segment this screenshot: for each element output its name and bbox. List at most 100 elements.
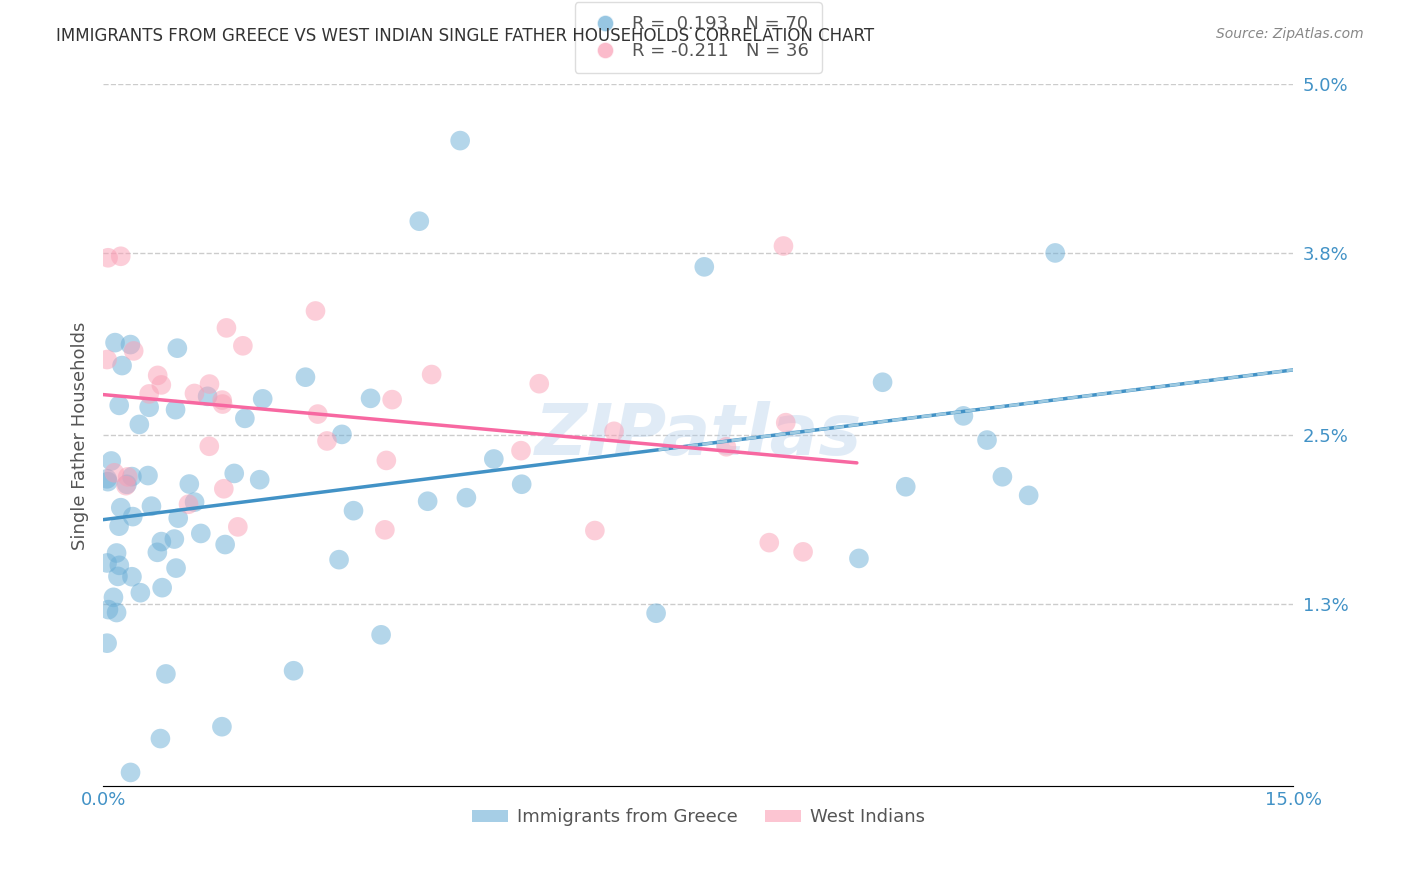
Immigrants from Greece <box>108 558 131 573</box>
West Indians <box>529 376 551 391</box>
Immigrants from Greece <box>166 341 188 355</box>
Immigrants from Greece <box>233 411 256 425</box>
Immigrants from Greece <box>110 500 132 515</box>
Immigrants from Greece <box>894 480 917 494</box>
Immigrants from Greece <box>105 606 128 620</box>
West Indians <box>215 321 238 335</box>
West Indians <box>232 339 254 353</box>
Immigrants from Greece <box>103 591 125 605</box>
West Indians <box>772 239 794 253</box>
Immigrants from Greece <box>456 491 478 505</box>
West Indians <box>97 251 120 265</box>
Immigrants from Greece <box>150 581 173 595</box>
West Indians <box>103 466 125 480</box>
Immigrants from Greece <box>976 433 998 447</box>
Text: ZIPatlas: ZIPatlas <box>534 401 862 470</box>
Immigrants from Greece <box>136 468 159 483</box>
Immigrants from Greece <box>408 214 430 228</box>
Immigrants from Greece <box>121 570 143 584</box>
Immigrants from Greece <box>129 585 152 599</box>
Immigrants from Greece <box>108 519 131 533</box>
West Indians <box>122 343 145 358</box>
Immigrants from Greece <box>100 454 122 468</box>
West Indians <box>775 416 797 430</box>
Immigrants from Greece <box>342 504 364 518</box>
Y-axis label: Single Father Households: Single Father Households <box>72 321 89 549</box>
Immigrants from Greece <box>449 134 471 148</box>
Immigrants from Greece <box>991 469 1014 483</box>
Immigrants from Greece <box>104 335 127 350</box>
Immigrants from Greece <box>115 477 138 491</box>
Text: IMMIGRANTS FROM GREECE VS WEST INDIAN SINGLE FATHER HOUSEHOLDS CORRELATION CHART: IMMIGRANTS FROM GREECE VS WEST INDIAN SI… <box>56 27 875 45</box>
Immigrants from Greece <box>360 392 382 406</box>
West Indians <box>146 368 169 383</box>
West Indians <box>381 392 404 407</box>
West Indians <box>316 434 339 448</box>
Immigrants from Greece <box>167 511 190 525</box>
West Indians <box>374 523 396 537</box>
West Indians <box>110 249 132 263</box>
Immigrants from Greece <box>163 532 186 546</box>
West Indians <box>420 368 443 382</box>
Immigrants from Greece <box>190 526 212 541</box>
West Indians <box>183 386 205 401</box>
Immigrants from Greece <box>179 477 201 491</box>
West Indians <box>603 425 626 439</box>
Immigrants from Greece <box>872 376 894 390</box>
Immigrants from Greece <box>146 545 169 559</box>
West Indians <box>304 304 326 318</box>
Immigrants from Greece <box>330 427 353 442</box>
Immigrants from Greece <box>111 359 134 373</box>
Immigrants from Greece <box>645 606 668 620</box>
Immigrants from Greece <box>693 260 716 274</box>
West Indians <box>177 497 200 511</box>
Immigrants from Greece <box>120 337 142 351</box>
Immigrants from Greece <box>510 477 533 491</box>
Text: Source: ZipAtlas.com: Source: ZipAtlas.com <box>1216 27 1364 41</box>
West Indians <box>758 535 780 549</box>
Immigrants from Greece <box>138 401 160 415</box>
Immigrants from Greece <box>141 499 163 513</box>
West Indians <box>716 440 738 454</box>
Immigrants from Greece <box>294 370 316 384</box>
West Indians <box>117 470 139 484</box>
Immigrants from Greece <box>416 494 439 508</box>
Immigrants from Greece <box>283 664 305 678</box>
West Indians <box>792 545 814 559</box>
Immigrants from Greece <box>107 569 129 583</box>
Immigrants from Greece <box>97 475 120 489</box>
Immigrants from Greece <box>252 392 274 406</box>
Immigrants from Greece <box>952 409 974 423</box>
Immigrants from Greece <box>105 546 128 560</box>
West Indians <box>375 453 398 467</box>
West Indians <box>510 443 533 458</box>
Immigrants from Greece <box>150 534 173 549</box>
Immigrants from Greece <box>149 731 172 746</box>
West Indians <box>138 387 160 401</box>
West Indians <box>150 378 173 392</box>
Immigrants from Greece <box>96 556 118 570</box>
Immigrants from Greece <box>155 667 177 681</box>
Immigrants from Greece <box>183 495 205 509</box>
Immigrants from Greece <box>1045 246 1067 260</box>
Immigrants from Greece <box>96 636 118 650</box>
Immigrants from Greece <box>211 720 233 734</box>
Immigrants from Greece <box>120 765 142 780</box>
Immigrants from Greece <box>121 469 143 483</box>
Immigrants from Greece <box>214 537 236 551</box>
West Indians <box>198 439 221 453</box>
Immigrants from Greece <box>97 602 120 616</box>
West Indians <box>115 478 138 492</box>
Legend: Immigrants from Greece, West Indians: Immigrants from Greece, West Indians <box>464 801 932 834</box>
West Indians <box>198 377 221 392</box>
Immigrants from Greece <box>197 389 219 403</box>
Immigrants from Greece <box>328 552 350 566</box>
Immigrants from Greece <box>224 467 246 481</box>
West Indians <box>96 352 118 367</box>
West Indians <box>212 482 235 496</box>
West Indians <box>211 393 233 408</box>
Immigrants from Greece <box>482 452 505 467</box>
West Indians <box>583 524 606 538</box>
Immigrants from Greece <box>165 402 187 417</box>
Immigrants from Greece <box>848 551 870 566</box>
